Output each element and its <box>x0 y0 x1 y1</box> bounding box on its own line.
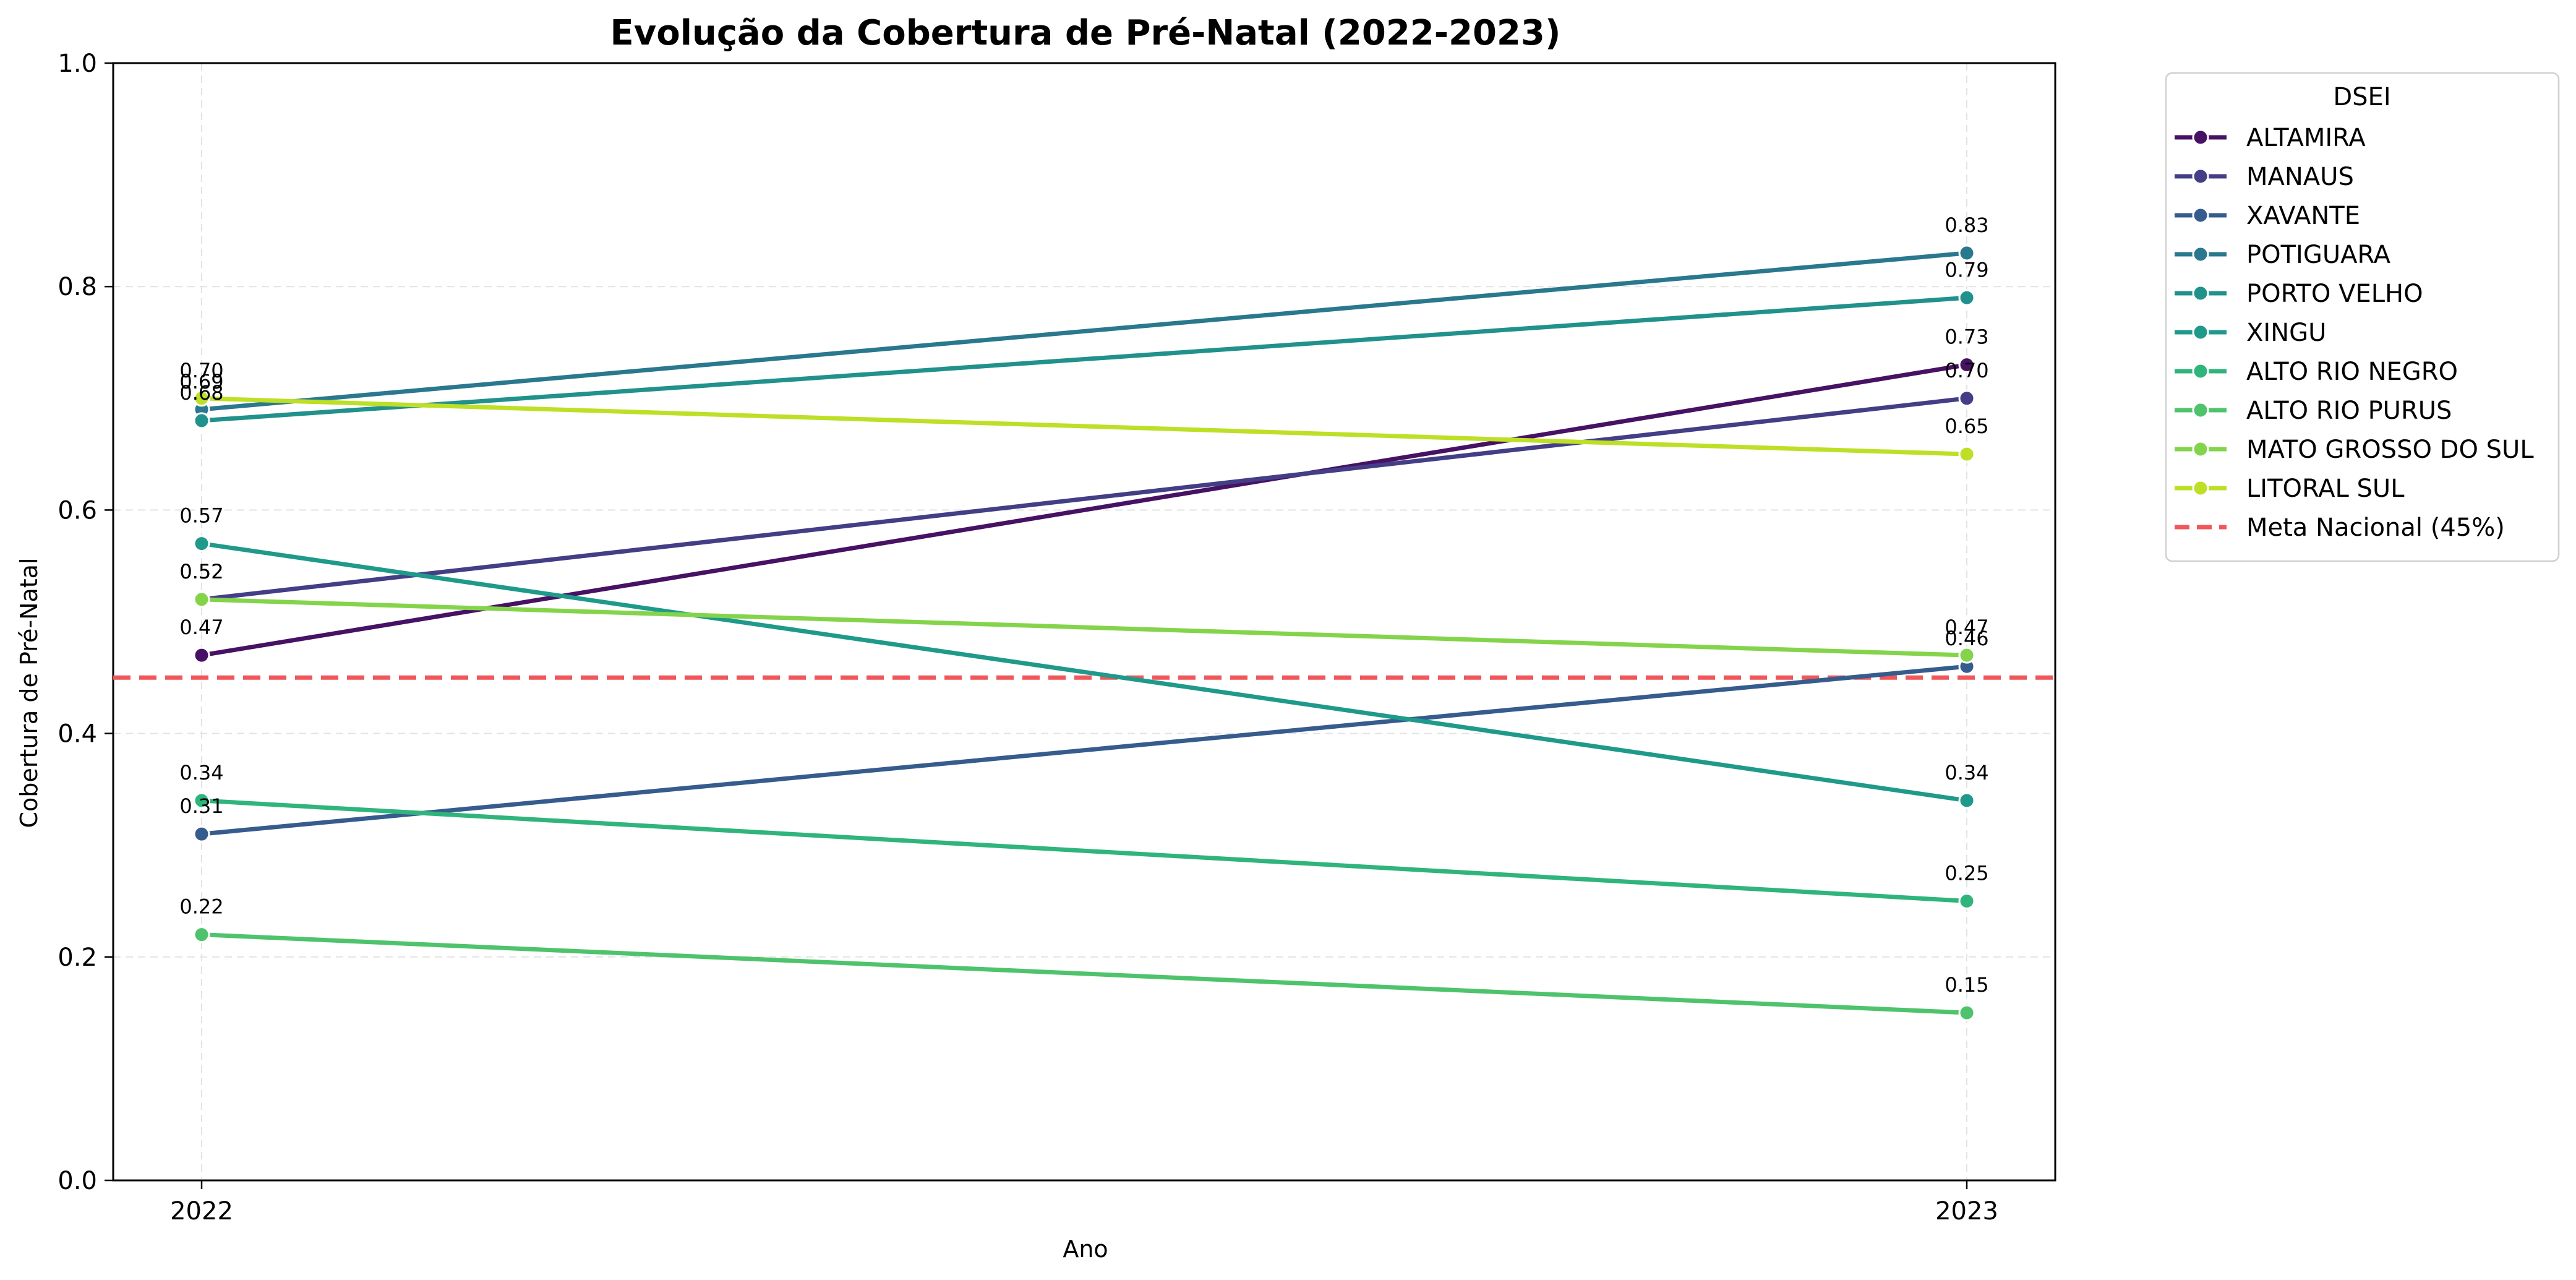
series-line <box>199 932 1969 1015</box>
data-point <box>193 926 210 943</box>
data-label: 0.34 <box>179 761 223 784</box>
legend-label: Meta Nacional (45%) <box>2246 513 2505 542</box>
x-axis-label: Ano <box>1063 1235 1108 1263</box>
series-line <box>199 798 1969 903</box>
data-label: 0.31 <box>179 794 223 818</box>
data-point <box>1958 893 1975 909</box>
data-label: 0.22 <box>179 895 223 919</box>
data-label: 0.46 <box>1945 627 1988 650</box>
data-label: 0.69 <box>179 370 223 393</box>
legend-title: DSEI <box>2333 83 2390 111</box>
data-label: 0.70 <box>1945 359 1988 382</box>
data-label: 0.47 <box>179 616 223 639</box>
data-point <box>193 792 210 809</box>
data-label: 0.70 <box>179 359 223 382</box>
legend-swatch-marker <box>2192 207 2209 224</box>
series-line <box>199 295 1969 423</box>
data-point <box>193 535 210 552</box>
legend-swatch-marker <box>2192 285 2209 302</box>
legend-label: ALTO RIO PURUS <box>2246 397 2452 425</box>
legend-swatch-marker <box>2192 363 2209 380</box>
chart-title: Evolução da Cobertura de Pré-Natal (2022… <box>610 13 1561 53</box>
legend-box <box>2165 72 2560 562</box>
y-tick-label: 1.0 <box>58 49 97 78</box>
y-tick-label: 0.0 <box>58 1167 97 1195</box>
legend-swatch-marker <box>2192 129 2209 146</box>
axes: 0.0 0.2 0.4 0.6 0.8 1.0 2022 2023 <box>58 49 2056 1226</box>
data-point <box>1958 356 1975 374</box>
data-point <box>1958 289 1975 306</box>
data-point <box>193 825 210 843</box>
legend-label: MATO GROSSO DO SUL <box>2246 436 2534 464</box>
data-point <box>193 412 210 429</box>
legend: DSEI ALTAMIRA MANAUS XAVANTE POTIGUARA PORTO … <box>2165 72 2560 562</box>
legend-swatch-marker <box>2192 440 2209 458</box>
x-tick-label: 2023 <box>1935 1197 1998 1226</box>
legend-swatch-marker <box>2192 402 2209 419</box>
legend-label: PORTO VELHO <box>2246 280 2423 308</box>
legend-swatch-marker <box>2192 479 2209 497</box>
x-tick-label: 2022 <box>170 1197 233 1226</box>
legend-swatch-marker <box>2192 246 2209 263</box>
y-axis-label: Cobertura de Pré-Natal <box>15 557 43 828</box>
data-label: 0.52 <box>179 560 223 583</box>
data-point <box>1958 792 1975 809</box>
data-point <box>1958 1004 1975 1021</box>
data-point <box>1958 390 1975 407</box>
series-line <box>199 597 1969 658</box>
series-line <box>199 664 1969 836</box>
data-point <box>1958 445 1975 463</box>
data-label: 0.52 <box>179 560 223 583</box>
data-point <box>193 646 210 664</box>
data-label: 0.25 <box>1945 862 1988 885</box>
legend-label: XAVANTE <box>2246 202 2360 230</box>
series-line <box>199 541 1969 803</box>
data-point <box>1958 646 1975 664</box>
y-tick-label: 0.8 <box>58 273 97 301</box>
legend-swatch-marker <box>2192 168 2209 185</box>
data-label: 0.65 <box>1945 414 1988 438</box>
legend-label: ALTAMIRA <box>2246 124 2366 152</box>
data-label: 0.15 <box>1945 973 1988 997</box>
legend-label: XINGU <box>2246 319 2326 347</box>
series-line <box>199 396 1969 457</box>
data-label: 0.83 <box>1945 213 1988 237</box>
series-line <box>199 396 1969 602</box>
series-group <box>193 244 1975 1021</box>
data-labels: 0.47 0.73 0.52 0.70 0.31 0.46 0.69 0.83 0.68 0.79… <box>179 213 1988 997</box>
data-point <box>1958 244 1975 262</box>
legend-label: ALTO RIO NEGRO <box>2246 358 2458 386</box>
legend-swatch-marker <box>2192 324 2209 341</box>
data-label: 0.57 <box>179 504 223 528</box>
data-point <box>193 390 210 407</box>
data-point <box>193 591 210 608</box>
data-label: 0.47 <box>1945 616 1988 639</box>
y-tick-label: 0.4 <box>58 720 97 749</box>
legend-label: MANAUS <box>2246 163 2354 191</box>
legend-label: POTIGUARA <box>2246 241 2391 269</box>
series-line <box>199 251 1969 412</box>
legend-label: LITORAL SUL <box>2246 475 2405 503</box>
plot-frame <box>112 62 2056 1182</box>
y-tick-label: 0.6 <box>58 496 97 525</box>
y-tick-label: 0.2 <box>58 943 97 972</box>
data-label: 0.79 <box>1945 258 1988 281</box>
data-label: 0.68 <box>179 381 223 405</box>
data-label: 0.34 <box>1945 761 1988 784</box>
data-label: 0.73 <box>1945 325 1988 349</box>
